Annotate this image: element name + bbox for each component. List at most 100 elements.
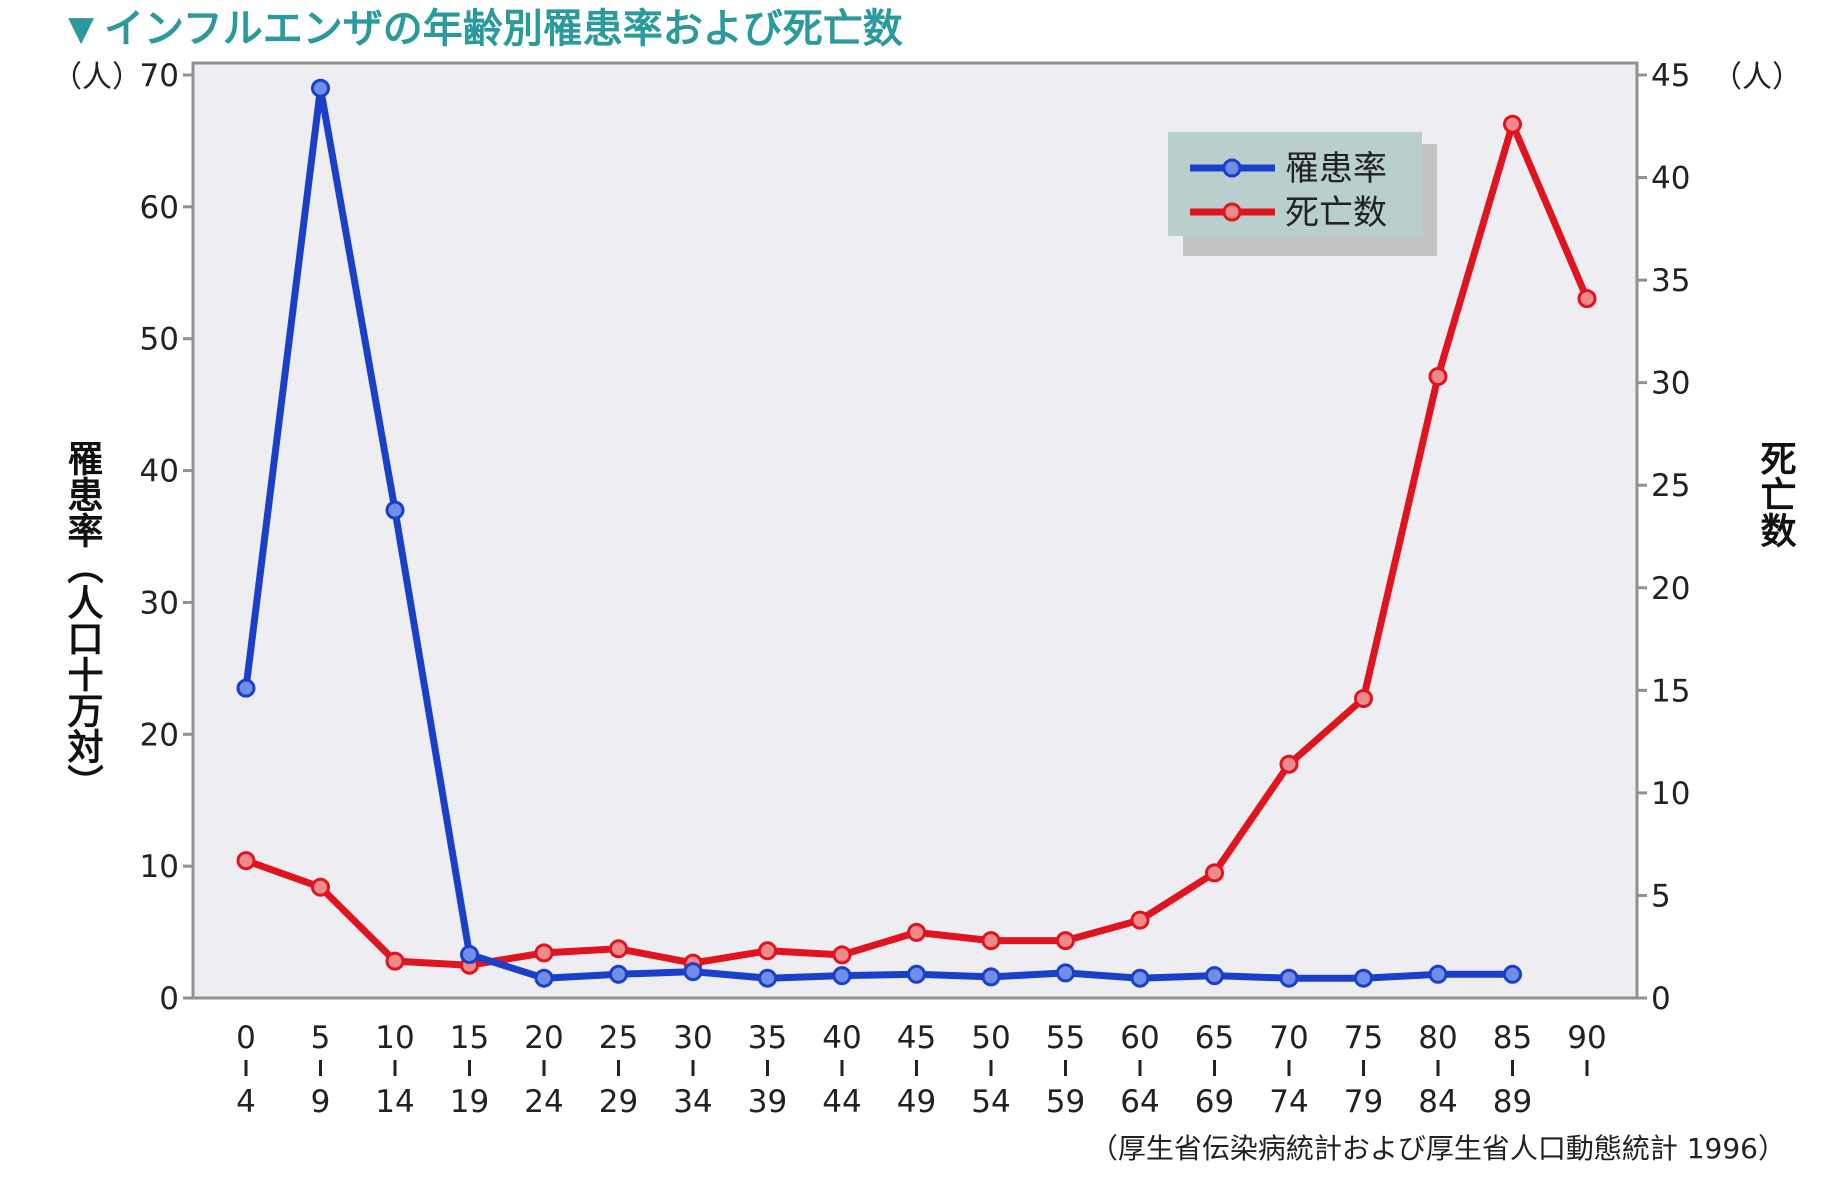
data-point-deaths	[1279, 754, 1299, 774]
data-point-incidence	[460, 945, 479, 964]
x-tick-label-top: 20	[524, 1020, 563, 1056]
x-tick-label-top: 10	[375, 1020, 414, 1056]
data-point-incidence	[1205, 966, 1224, 986]
series-line-incidence	[242, 84, 1516, 982]
data-point-incidence	[1354, 968, 1373, 988]
source-note: （厚生省伝染病統計および厚生省人口動態統計 1996）	[1090, 1132, 1786, 1165]
data-point-deaths	[1354, 689, 1373, 708]
data-point-incidence	[832, 966, 852, 986]
data-point-deaths	[832, 945, 852, 965]
x-tick-label-top: 55	[1046, 1020, 1085, 1056]
x-tick-label-top: 80	[1418, 1020, 1457, 1056]
x-tick-label-bottom: 29	[599, 1084, 638, 1120]
title-marker: ▼	[68, 9, 95, 49]
legend-label-deaths: 死亡数	[1285, 193, 1387, 233]
x-tick-label-top: 25	[599, 1020, 638, 1056]
data-point-deaths	[236, 851, 256, 871]
legend-label-incidence: 罹患率	[1285, 149, 1387, 189]
left-tick-label: 60	[140, 190, 179, 226]
data-point-incidence	[1428, 964, 1448, 984]
left-tick-label: 30	[140, 585, 179, 621]
data-point-deaths	[1503, 114, 1522, 134]
x-tick-label-bottom: 4	[236, 1084, 256, 1120]
x-tick-label-top: 45	[897, 1020, 936, 1056]
x-tick-label-bottom: 44	[822, 1084, 861, 1120]
data-point-deaths	[534, 943, 554, 963]
chart-title: インフルエンザの年齢別罹患率および死亡数	[104, 6, 903, 52]
data-point-deaths	[981, 931, 1001, 951]
data-point-incidence	[758, 968, 777, 988]
x-tick-label-top: 85	[1493, 1020, 1532, 1056]
data-point-deaths	[609, 939, 628, 959]
x-tick-label-top: 40	[822, 1020, 861, 1056]
left-axis-label: 罹患率（人口十万対）	[62, 440, 104, 800]
right-tick-label: 30	[1651, 366, 1690, 402]
data-point-deaths	[1428, 367, 1448, 386]
data-point-incidence	[236, 678, 256, 698]
x-tick-label-top: 90	[1567, 1020, 1606, 1056]
data-point-incidence	[1130, 968, 1150, 988]
x-tick-label-bottom: 19	[450, 1084, 489, 1120]
x-tick-label-top: 60	[1120, 1020, 1159, 1056]
data-point-incidence	[1503, 964, 1522, 984]
x-tick-label-top: 70	[1269, 1020, 1308, 1056]
right-tick-label: 10	[1651, 776, 1690, 812]
left-tick-label: 10	[140, 849, 179, 885]
x-tick-label-bottom: 39	[748, 1084, 787, 1120]
data-point-incidence	[907, 964, 926, 984]
x-tick-label-top: 75	[1344, 1020, 1383, 1056]
data-point-incidence	[609, 964, 628, 984]
data-point-deaths	[907, 922, 926, 942]
right-tick-label: 5	[1651, 878, 1671, 914]
data-point-deaths	[758, 941, 777, 961]
x-tick-label-top: 30	[673, 1020, 712, 1056]
x-tick-label-bottom: 79	[1344, 1084, 1383, 1120]
right-tick-label: 40	[1651, 161, 1690, 197]
x-tick-label-bottom: 24	[524, 1084, 563, 1120]
x-tick-label-top: 5	[311, 1020, 331, 1056]
right-tick-label: 15	[1651, 673, 1690, 709]
x-tick-label-bottom: 64	[1120, 1084, 1159, 1120]
data-point-incidence	[1279, 968, 1299, 988]
data-point-deaths	[1577, 289, 1597, 309]
x-tick-label-bottom: 89	[1493, 1084, 1532, 1120]
left-tick-label: 50	[140, 322, 179, 358]
right-tick-label: 45	[1651, 58, 1690, 94]
x-tick-label-top: 15	[450, 1020, 489, 1056]
legend-marker-deaths	[1222, 202, 1242, 222]
right-tick-label: 20	[1651, 571, 1690, 607]
left-tick-label: 70	[140, 58, 179, 94]
x-tick-label-bottom: 9	[311, 1084, 331, 1120]
x-tick-label-bottom: 84	[1418, 1084, 1457, 1120]
data-point-deaths	[1205, 863, 1224, 883]
right-axis-label: 死亡数	[1755, 440, 1797, 548]
x-tick-label-top: 65	[1195, 1020, 1234, 1056]
left-tick-label: 40	[140, 454, 179, 490]
data-point-incidence	[311, 78, 330, 98]
x-tick-label-bottom: 49	[897, 1084, 936, 1120]
left-axis-unit: （人）	[52, 60, 142, 95]
data-point-incidence	[534, 968, 554, 988]
right-tick-label: 0	[1651, 981, 1671, 1017]
x-tick-label-top: 0	[236, 1020, 256, 1056]
left-tick-label: 0	[159, 981, 179, 1017]
data-point-deaths	[1130, 910, 1150, 930]
x-tick-label-bottom: 59	[1046, 1084, 1085, 1120]
x-tick-label-bottom: 14	[375, 1084, 414, 1120]
data-point-incidence	[981, 967, 1001, 987]
left-tick-label: 20	[140, 717, 179, 753]
right-tick-label: 35	[1651, 263, 1690, 299]
x-tick-label-top: 35	[748, 1020, 787, 1056]
right-tick-label: 25	[1651, 468, 1690, 504]
data-point-incidence	[683, 962, 703, 982]
x-tick-label-bottom: 74	[1269, 1084, 1308, 1120]
legend: 罹患率 死亡数	[1168, 132, 1437, 256]
data-point-deaths	[385, 951, 405, 971]
x-tick-label-bottom: 69	[1195, 1084, 1234, 1120]
x-tick-label-bottom: 34	[673, 1084, 712, 1120]
data-point-deaths	[311, 877, 330, 897]
x-tick-label-top: 50	[971, 1020, 1010, 1056]
data-point-deaths	[1056, 931, 1075, 951]
data-point-incidence	[385, 500, 405, 520]
